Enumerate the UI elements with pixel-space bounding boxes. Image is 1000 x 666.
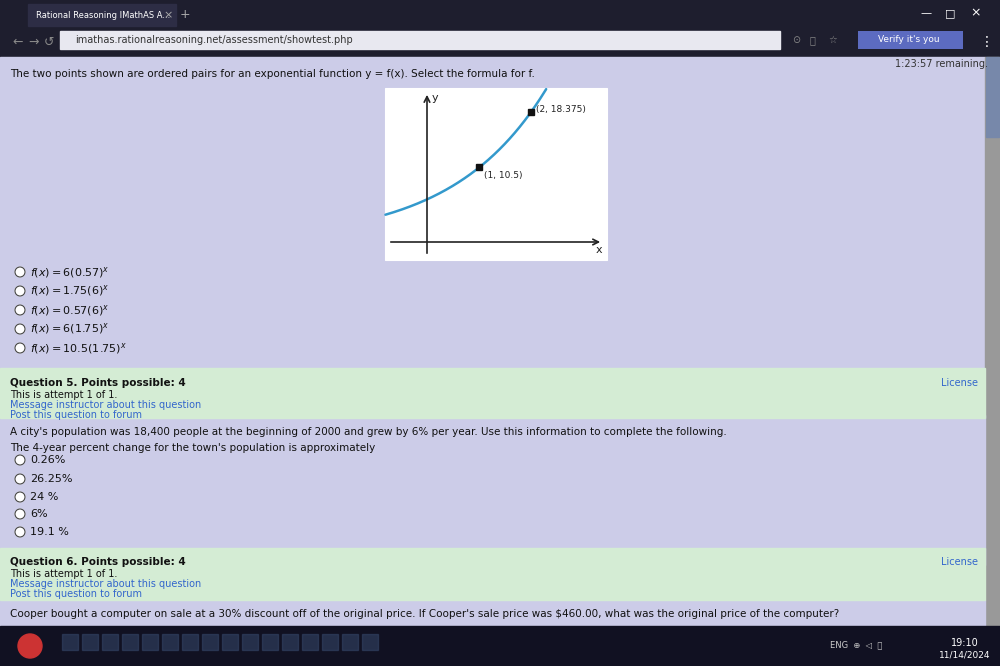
Bar: [202, 634, 218, 650]
Bar: [385, 88, 607, 260]
Text: (2, 18.375): (2, 18.375): [536, 105, 586, 114]
Circle shape: [15, 305, 25, 315]
Circle shape: [15, 286, 25, 296]
Text: $f(x) = 1.75(6)^x$: $f(x) = 1.75(6)^x$: [30, 284, 109, 298]
Text: ×: ×: [163, 10, 173, 20]
Bar: [986, 57, 999, 137]
Bar: [282, 634, 298, 650]
Bar: [242, 634, 258, 650]
Text: 19:10: 19:10: [951, 638, 979, 648]
Bar: [62, 634, 78, 650]
Bar: [162, 634, 178, 650]
Bar: [362, 634, 378, 650]
Text: y: y: [432, 93, 439, 103]
Text: ☆: ☆: [828, 35, 837, 45]
Circle shape: [15, 509, 25, 519]
Text: +: +: [180, 9, 190, 21]
Text: 19.1 %: 19.1 %: [30, 527, 69, 537]
Bar: [60, 31, 780, 49]
Text: imathas.rationalreasoning.net/assessment/showtest.php: imathas.rationalreasoning.net/assessment…: [75, 35, 353, 45]
Bar: [28, 4, 176, 26]
Bar: [142, 634, 158, 650]
Text: Question 5. Points possible: 4: Question 5. Points possible: 4: [10, 378, 186, 388]
Text: 24 %: 24 %: [30, 492, 58, 502]
Text: Message instructor about this question: Message instructor about this question: [10, 579, 201, 589]
Text: License: License: [941, 378, 978, 388]
Text: 0.26%: 0.26%: [30, 455, 65, 465]
Bar: [0, 368, 985, 418]
Text: The 4-year percent change for the town's population is approximately: The 4-year percent change for the town's…: [10, 443, 375, 453]
Bar: [0, 600, 985, 626]
Bar: [858, 31, 963, 49]
Text: $f(x) = 10.5(1.75)^x$: $f(x) = 10.5(1.75)^x$: [30, 340, 127, 356]
Text: 🔍: 🔍: [810, 35, 816, 45]
Circle shape: [18, 634, 42, 658]
Text: A city's population was 18,400 people at the beginning of 2000 and grew by 6% pe: A city's population was 18,400 people at…: [10, 427, 727, 437]
Circle shape: [15, 343, 25, 353]
Text: This is attempt 1 of 1.: This is attempt 1 of 1.: [10, 390, 117, 400]
Text: Question 6. Points possible: 4: Question 6. Points possible: 4: [10, 557, 186, 567]
Circle shape: [15, 324, 25, 334]
Text: Post this question to forum: Post this question to forum: [10, 589, 142, 599]
Bar: [262, 634, 278, 650]
Bar: [985, 57, 1000, 626]
Bar: [222, 634, 238, 650]
Bar: [302, 634, 318, 650]
Circle shape: [15, 267, 25, 277]
Text: 6%: 6%: [30, 509, 48, 519]
Text: 1:23:57 remaining.: 1:23:57 remaining.: [895, 59, 988, 69]
Bar: [0, 57, 985, 626]
Text: Cooper bought a computer on sale at a 30% discount off of the original price. If: Cooper bought a computer on sale at a 30…: [10, 609, 839, 619]
Text: $f(x) = 6(0.57)^x$: $f(x) = 6(0.57)^x$: [30, 264, 109, 280]
Text: ←: ←: [12, 35, 22, 49]
Text: License: License: [941, 557, 978, 567]
Text: □: □: [945, 8, 956, 18]
Bar: [0, 626, 1000, 666]
Text: —: —: [920, 8, 931, 18]
Bar: [122, 634, 138, 650]
Text: $f(x) = 0.57(6)^x$: $f(x) = 0.57(6)^x$: [30, 302, 109, 318]
Text: x: x: [596, 245, 602, 255]
Bar: [82, 634, 98, 650]
Circle shape: [15, 492, 25, 502]
Text: Rational Reasoning IMathAS A...: Rational Reasoning IMathAS A...: [36, 11, 170, 19]
Circle shape: [15, 455, 25, 465]
Bar: [342, 634, 358, 650]
Text: This is attempt 1 of 1.: This is attempt 1 of 1.: [10, 569, 117, 579]
Text: →: →: [28, 35, 38, 49]
Text: ↺: ↺: [44, 35, 54, 49]
Text: ⊙: ⊙: [792, 35, 800, 45]
Bar: [322, 634, 338, 650]
Bar: [0, 548, 985, 600]
Text: Post this question to forum: Post this question to forum: [10, 410, 142, 420]
Circle shape: [15, 474, 25, 484]
Text: (1, 10.5): (1, 10.5): [484, 171, 523, 180]
Text: 11/14/2024: 11/14/2024: [939, 650, 991, 659]
Text: 26.25%: 26.25%: [30, 474, 72, 484]
Text: Message instructor about this question: Message instructor about this question: [10, 400, 201, 410]
Text: ⋮: ⋮: [980, 35, 994, 49]
Circle shape: [15, 527, 25, 537]
Bar: [102, 634, 118, 650]
Text: ×: ×: [970, 7, 980, 19]
Bar: [0, 415, 985, 565]
Text: The two points shown are ordered pairs for an exponential function y = f(x). Sel: The two points shown are ordered pairs f…: [10, 69, 535, 79]
Bar: [182, 634, 198, 650]
Text: Verify it's you: Verify it's you: [878, 35, 940, 45]
Bar: [0, 0, 1000, 28]
Bar: [0, 28, 1000, 57]
Text: $f(x) = 6(1.75)^x$: $f(x) = 6(1.75)^x$: [30, 322, 109, 336]
Text: ENG  ⊕  ◁  ⬛: ENG ⊕ ◁ ⬛: [830, 641, 882, 649]
